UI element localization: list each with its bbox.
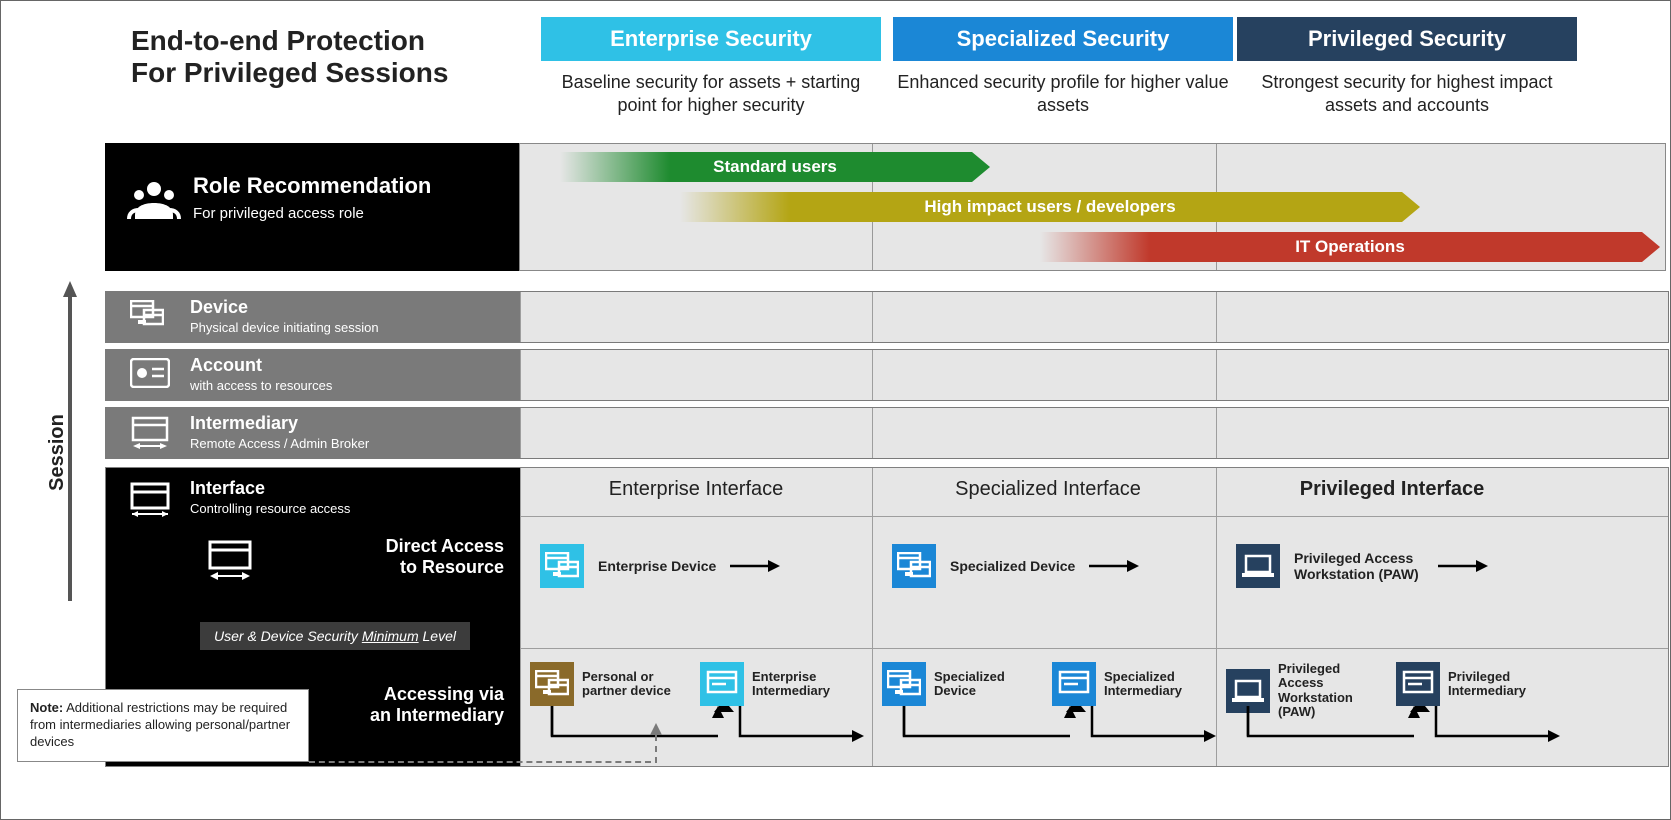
- device-chip-icon: [540, 544, 584, 588]
- role-row-title: Role Recommendation: [193, 173, 431, 199]
- intermediary-chip-icon: [1052, 662, 1096, 706]
- via-intermediary-pair: Specialized Device Specialized Intermedi…: [882, 662, 1222, 752]
- via-intermediary-pair: Privileged Access Workstation (PAW) Priv…: [1226, 662, 1566, 752]
- row-title: Account: [190, 355, 332, 376]
- interface-head: Enterprise Interface: [536, 478, 856, 501]
- account-icon: [130, 358, 170, 393]
- via-intermediary-pair: Personal or partner device Enterprise In…: [530, 662, 870, 752]
- direct-device-line: Specialized Device: [892, 544, 1139, 588]
- column-header-bar: Enterprise Security: [541, 17, 881, 61]
- note-box: Note: Additional restrictions may be req…: [17, 689, 309, 762]
- interface-icon: [130, 482, 170, 523]
- intermediary-chip-icon: [1396, 662, 1440, 706]
- interface-head: Privileged Interface: [1232, 478, 1552, 501]
- direct-device-line: Privileged Access Workstation (PAW): [1236, 544, 1488, 588]
- row-subtitle: Physical device initiating session: [190, 320, 379, 335]
- row-account: Account with access to resources: [105, 349, 1669, 401]
- intermediary-chip-icon: [700, 662, 744, 706]
- column-header-desc: Strongest security for highest impact as…: [1237, 71, 1577, 116]
- role-recommendation-row: Role Recommendation For privileged acces…: [105, 143, 519, 271]
- direct-device-line: Enterprise Device: [540, 544, 780, 588]
- direct-access-line-2: to Resource: [204, 557, 504, 578]
- direct-device-label: Specialized Device: [950, 558, 1075, 574]
- row-subtitle: with access to resources: [190, 378, 332, 393]
- interface-row: Interface Controlling resource access Di…: [105, 467, 1669, 767]
- session-rail: Session: [39, 291, 79, 591]
- direct-access-line-1: Direct Access: [204, 536, 504, 557]
- column-header-desc: Baseline security for assets + starting …: [541, 71, 881, 116]
- page-title: End-to-end Protection For Privileged Ses…: [131, 25, 511, 89]
- role-recommendation-grid: Standard users High impact users / devel…: [519, 143, 1666, 271]
- direct-device-label: Enterprise Device: [598, 558, 716, 574]
- role-arrow: IT Operations: [1040, 232, 1660, 262]
- row-intermediary: Intermediary Remote Access / Admin Broke…: [105, 407, 1669, 459]
- role-arrow: High impact users / developers: [680, 192, 1420, 222]
- via-right-label: Specialized Intermediary: [1104, 670, 1214, 699]
- title-line-2: For Privileged Sessions: [131, 57, 511, 89]
- via-right-label: Enterprise Intermediary: [752, 670, 862, 699]
- device-chip-icon: [882, 662, 926, 706]
- via-left-label: Personal or partner device: [582, 670, 692, 699]
- minimum-level-badge: User & Device Security Minimum Level: [200, 622, 470, 650]
- row-title: Intermediary: [190, 413, 369, 434]
- laptop-chip-icon: [1236, 544, 1280, 588]
- arrow-right-icon: [1438, 559, 1488, 573]
- device-chip-icon: [530, 662, 574, 706]
- arrow-right-icon: [1089, 559, 1139, 573]
- row-title: Device: [190, 297, 379, 318]
- device-chip-icon: [892, 544, 936, 588]
- role-arrow: Standard users: [560, 152, 990, 182]
- interface-title: Interface: [190, 478, 350, 499]
- note-text: Additional restrictions may be required …: [30, 700, 290, 749]
- device-icon: [130, 300, 164, 333]
- diagram-canvas: Session End-to-end Protection For Privil…: [0, 0, 1671, 820]
- column-header-ent: Enterprise Security Baseline security fo…: [541, 17, 881, 116]
- column-header-bar: Specialized Security: [893, 17, 1233, 61]
- via-right-label: Privileged Intermediary: [1448, 670, 1558, 699]
- role-row-subtitle: For privileged access role: [193, 205, 431, 222]
- note-connector-line: [309, 761, 651, 763]
- via-flow-arrows-icon: [892, 706, 1222, 756]
- interface-head: Specialized Interface: [888, 478, 1208, 501]
- title-line-1: End-to-end Protection: [131, 25, 511, 57]
- via-flow-arrows-icon: [1236, 706, 1566, 756]
- people-icon: [127, 179, 181, 224]
- via-left-label: Specialized Device: [934, 670, 1044, 699]
- via-flow-arrows-icon: [540, 706, 870, 756]
- arrow-right-icon: [730, 559, 780, 573]
- column-header-desc: Enhanced security profile for higher val…: [893, 71, 1233, 116]
- row-subtitle: Remote Access / Admin Broker: [190, 436, 369, 451]
- note-connector-arrow-icon: [649, 723, 663, 763]
- note-bold: Note:: [30, 700, 63, 715]
- column-header-pri: Privileged Security Strongest security f…: [1237, 17, 1577, 116]
- column-header-bar: Privileged Security: [1237, 17, 1577, 61]
- interface-subtitle: Controlling resource access: [190, 501, 350, 516]
- column-header-spe: Specialized Security Enhanced security p…: [893, 17, 1233, 116]
- direct-device-label: Privileged Access Workstation (PAW): [1294, 550, 1424, 582]
- session-arrow-icon: [63, 281, 77, 601]
- intermediary-icon: [130, 416, 170, 455]
- row-device: Device Physical device initiating sessio…: [105, 291, 1669, 343]
